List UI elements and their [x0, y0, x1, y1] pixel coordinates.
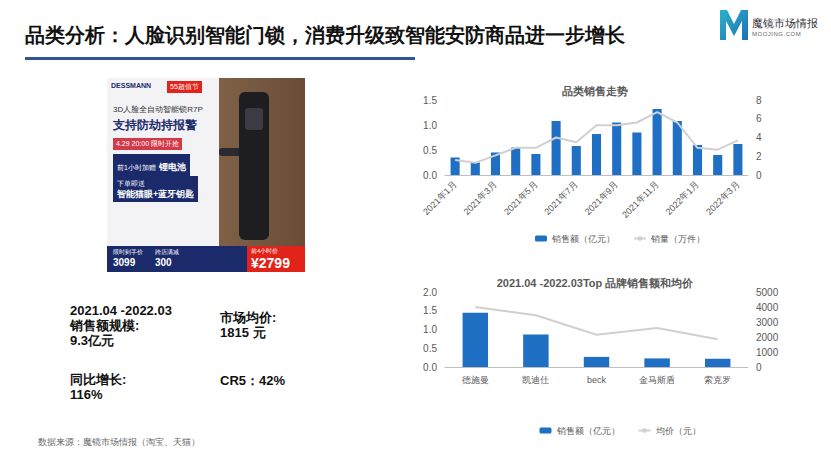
svg-text:2.0: 2.0: [423, 287, 437, 298]
svg-text:2: 2: [756, 151, 762, 162]
svg-text:凯迪仕: 凯迪仕: [522, 375, 549, 385]
svg-text:0.0: 0.0: [423, 362, 437, 373]
svg-text:3000: 3000: [756, 317, 779, 328]
html-text:品类分析：人脸识别智能门锁，消费升级致智能安防商品进一步增长: 品类分析：人脸识别智能门锁，消费升级致智能安防商品进一步增长: [25, 24, 625, 46]
svg-text:2021年5月: 2021年5月: [502, 179, 539, 216]
svg-text:1.5: 1.5: [423, 95, 437, 106]
svg-text:2021年9月: 2021年9月: [583, 179, 620, 216]
html-text:魔镜市场情报: 魔镜市场情报: [752, 17, 818, 29]
svg-text:销售额（亿元）: 销售额（亿元）: [556, 426, 620, 436]
svg-text:beck: beck: [587, 375, 607, 385]
html-text:116%: 116%: [70, 387, 103, 402]
html-text:市场均价:: 市场均价:: [220, 310, 277, 325]
html-text:3099: 3099: [113, 257, 136, 268]
svg-text:1.0: 1.0: [423, 324, 437, 335]
html-text:前4小时价: 前4小时价: [251, 248, 279, 254]
html-text:跨店满减: 跨店满减: [155, 249, 179, 255]
svg-text:品类销售走势: 品类销售走势: [562, 85, 628, 97]
html-text:智能猫眼+蓝牙钥匙: 智能猫眼+蓝牙钥匙: [117, 189, 195, 199]
svg-text:2022年1月: 2022年1月: [664, 179, 701, 216]
html-text:1815 元: 1815 元: [220, 325, 266, 340]
svg-text:金马斯盾: 金马斯盾: [639, 375, 675, 385]
html-text:¥2799: ¥2799: [251, 255, 290, 271]
svg-text:均价（元）: 均价（元）: [655, 426, 701, 436]
svg-text:0.5: 0.5: [423, 343, 437, 354]
svg-text:1.5: 1.5: [423, 305, 437, 316]
svg-text:索克罗: 索克罗: [704, 375, 731, 385]
svg-text:2021年3月: 2021年3月: [462, 179, 499, 216]
svg-text:2021年7月: 2021年7月: [542, 179, 579, 216]
html-text:前1小时加赠 锂电池: 前1小时加赠 锂电池: [117, 162, 186, 172]
svg-text:2021.04 -2022.03Top 品牌销售额和均价: 2021.04 -2022.03Top 品牌销售额和均价: [497, 277, 695, 289]
html-text:MOOJING.COM: MOOJING.COM: [752, 31, 802, 37]
html-text:数据来源：魔镜市场情报（淘宝、天猫）: 数据来源：魔镜市场情报（淘宝、天猫）: [38, 437, 200, 447]
svg-text:销售额（亿元）: 销售额（亿元）: [551, 234, 615, 244]
svg-text:销量（万件）: 销量（万件）: [650, 234, 705, 244]
html-text:CR5：42%: CR5：42%: [220, 373, 285, 388]
html-text:支持防劫持报警: 支持防劫持报警: [113, 118, 197, 132]
svg-text:0.0: 0.0: [423, 170, 437, 181]
svg-text:2021年11月: 2021年11月: [620, 179, 661, 220]
html-text:2021.04 -2022.03: 2021.04 -2022.03: [70, 303, 172, 318]
html-text:销售额规模:: 销售额规模:: [70, 318, 140, 333]
svg-text:2021年1月: 2021年1月: [421, 179, 458, 216]
svg-text:1000: 1000: [756, 347, 779, 358]
svg-text:5000: 5000: [756, 287, 779, 298]
svg-text:1.0: 1.0: [423, 120, 437, 131]
svg-text:2000: 2000: [756, 332, 779, 343]
html-text:DESSMANN: DESSMANN: [111, 82, 152, 89]
html-text:55超值节: 55超值节: [170, 83, 199, 90]
html-text:同比增长:: 同比增长:: [70, 372, 127, 387]
svg-text:4000: 4000: [756, 302, 779, 313]
html-text:9.3亿元: 9.3亿元: [70, 333, 115, 348]
svg-text:0: 0: [756, 170, 762, 181]
html-text:4.29 20:00 限时开抢: 4.29 20:00 限时开抢: [116, 140, 179, 147]
html-text:下单即送: 下单即送: [117, 180, 145, 187]
svg-text:0.5: 0.5: [423, 145, 437, 156]
html-text:3D人脸全自动智能锁R7P: 3D人脸全自动智能锁R7P: [113, 105, 203, 114]
svg-text:4: 4: [756, 132, 762, 143]
svg-text:0: 0: [756, 362, 762, 373]
html-text:300: 300: [155, 257, 172, 268]
html-text:限时到手价: 限时到手价: [113, 249, 143, 255]
svg-text:8: 8: [756, 95, 762, 106]
svg-text:德施曼: 德施曼: [462, 375, 489, 385]
svg-text:2022年3月: 2022年3月: [704, 179, 741, 216]
svg-text:6: 6: [756, 113, 762, 124]
